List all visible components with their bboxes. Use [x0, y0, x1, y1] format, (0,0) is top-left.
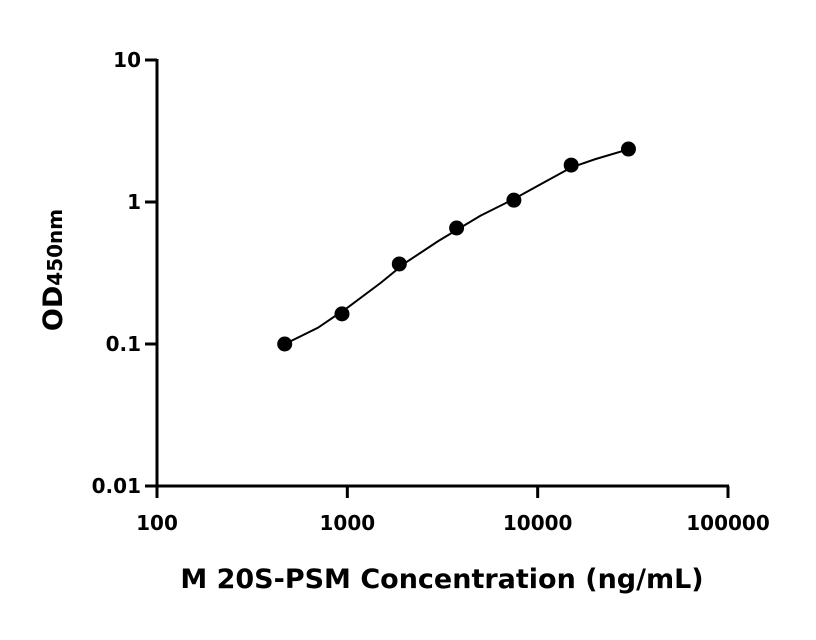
- y-tick-label: 1: [127, 190, 141, 214]
- data-point: [334, 306, 350, 322]
- x-tick-label: 100: [136, 511, 178, 535]
- x-tick-label: 100000: [686, 511, 770, 535]
- data-point: [277, 336, 293, 352]
- data-point: [391, 256, 407, 272]
- data-point: [620, 141, 636, 157]
- y-axis-title: OD450nm: [38, 209, 69, 331]
- y-tick-label: 0.01: [92, 474, 141, 498]
- y-tick-label: 0.1: [106, 332, 141, 356]
- y-axis-title-sub: 450nm: [43, 209, 67, 286]
- data-point: [506, 192, 522, 208]
- x-tick-label: 1000: [319, 511, 375, 535]
- x-axis-title: M 20S-PSM Concentration (ng/mL): [180, 564, 703, 595]
- y-axis-title-main: OD: [38, 286, 69, 331]
- y-tick-label: 10: [113, 48, 141, 72]
- data-point: [449, 220, 465, 236]
- x-tick-label: 10000: [503, 511, 573, 535]
- data-point: [563, 157, 579, 173]
